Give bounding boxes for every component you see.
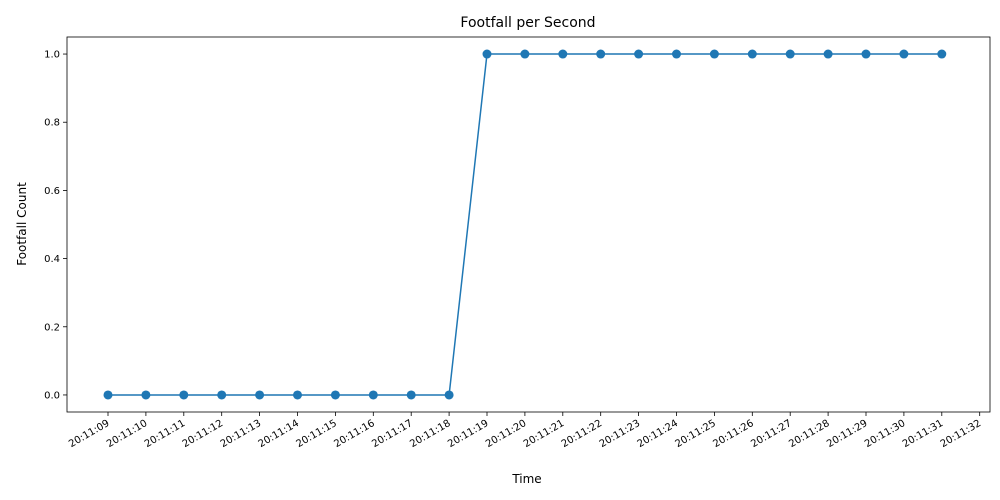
y-tick-label: 0.2: [44, 322, 60, 333]
data-point: [103, 390, 113, 400]
data-point: [823, 49, 833, 59]
data-point: [634, 49, 644, 59]
data-point: [899, 49, 909, 59]
data-point: [709, 49, 719, 59]
data-point: [255, 390, 265, 400]
data-point: [141, 390, 151, 400]
y-tick-label: 0.6: [44, 186, 60, 197]
data-point: [179, 390, 189, 400]
x-axis-label: Time: [511, 472, 541, 486]
series-points: [103, 49, 947, 400]
data-point: [368, 390, 378, 400]
data-point: [330, 390, 340, 400]
y-tick-label: 0.0: [44, 390, 60, 401]
y-tick-label: 0.4: [44, 254, 60, 265]
plot-area-frame: [66, 36, 991, 413]
data-point: [444, 390, 454, 400]
data-point: [747, 49, 757, 59]
y-axis-label: Footfall Count: [15, 182, 29, 266]
chart-title: Footfall per Second: [460, 15, 595, 31]
data-point: [406, 390, 416, 400]
y-tick-label: 1.0: [44, 50, 60, 61]
data-point: [596, 49, 606, 59]
data-point: [558, 49, 568, 59]
data-point: [672, 49, 681, 59]
data-point: [785, 49, 795, 59]
y-tick-label: 0.8: [44, 118, 60, 129]
y-axis-ticks: 0.0 0.2 0.4 0.6 0.8 1.0: [44, 50, 67, 401]
data-point: [293, 390, 302, 400]
data-point: [861, 49, 871, 59]
data-point: [482, 49, 492, 59]
data-point: [520, 49, 530, 59]
data-point: [217, 390, 227, 400]
data-point: [937, 49, 947, 59]
